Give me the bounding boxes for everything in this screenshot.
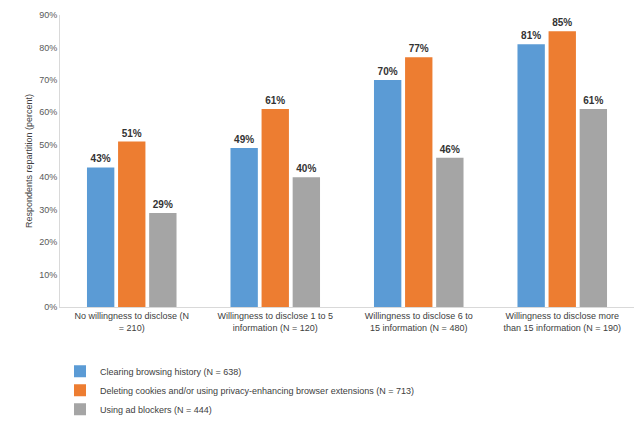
svg-text:49%: 49% bbox=[234, 134, 254, 145]
svg-text:Willingness to disclose 1 to 5: Willingness to disclose 1 to 5informatio… bbox=[217, 311, 333, 333]
svg-text:61%: 61% bbox=[265, 95, 285, 106]
svg-text:85%: 85% bbox=[552, 17, 572, 28]
svg-text:50%: 50% bbox=[39, 140, 57, 150]
svg-text:70%: 70% bbox=[378, 66, 398, 77]
svg-text:Willingness to disclose 6 to15: Willingness to disclose 6 to15 informati… bbox=[365, 311, 473, 333]
svg-text:30%: 30% bbox=[39, 205, 57, 215]
svg-text:0%: 0% bbox=[44, 302, 57, 312]
svg-text:Deleting cookies and/or using: Deleting cookies and/or using privacy-en… bbox=[100, 386, 414, 396]
svg-text:20%: 20% bbox=[39, 237, 57, 247]
svg-text:Willingness to disclose moreth: Willingness to disclose morethan 15 info… bbox=[504, 311, 621, 333]
svg-text:29%: 29% bbox=[153, 199, 173, 210]
svg-text:Using ad blockers (N = 444): Using ad blockers (N = 444) bbox=[100, 405, 212, 415]
svg-text:90%: 90% bbox=[39, 10, 57, 20]
svg-text:80%: 80% bbox=[39, 43, 57, 53]
svg-text:46%: 46% bbox=[440, 144, 460, 155]
svg-text:60%: 60% bbox=[39, 107, 57, 117]
svg-text:40%: 40% bbox=[296, 163, 316, 174]
svg-text:70%: 70% bbox=[39, 75, 57, 85]
svg-text:Respondents repartition (perce: Respondents repartition (percent) bbox=[24, 94, 34, 228]
svg-text:51%: 51% bbox=[122, 128, 142, 139]
svg-text:43%: 43% bbox=[91, 153, 111, 164]
svg-text:Clearing browsing history (N =: Clearing browsing history (N = 638) bbox=[100, 367, 241, 377]
svg-text:No willingness to disclose (N=: No willingness to disclose (N= 210) bbox=[74, 311, 189, 333]
svg-text:40%: 40% bbox=[39, 172, 57, 182]
svg-text:61%: 61% bbox=[583, 95, 603, 106]
svg-text:10%: 10% bbox=[39, 270, 57, 280]
svg-text:77%: 77% bbox=[409, 43, 429, 54]
svg-text:81%: 81% bbox=[521, 30, 541, 41]
